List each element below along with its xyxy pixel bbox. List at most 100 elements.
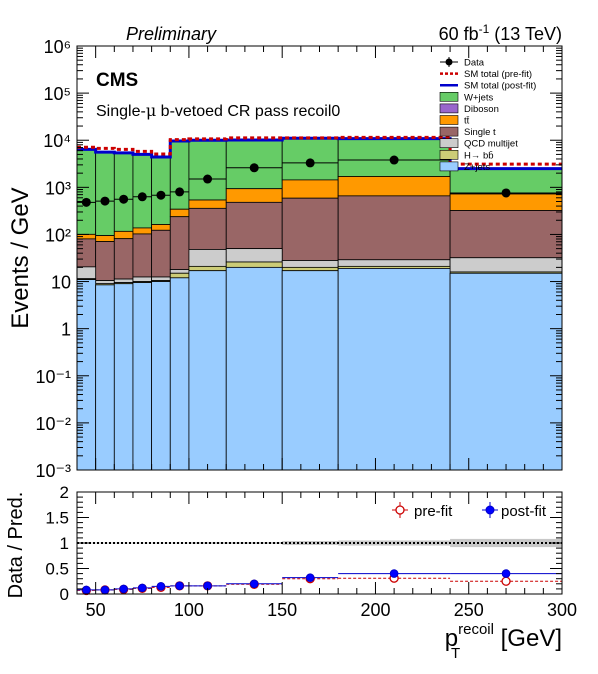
legend-label-diboson: Diboson <box>464 104 499 115</box>
x-tick-label-0: 50 <box>86 600 106 620</box>
ratio-y-tick-label-3: 1.5 <box>45 509 69 528</box>
legend-item-postfit: SM total (post-fit) <box>440 81 536 92</box>
bar-hbb-8 <box>281 266 339 272</box>
legend-label-wjets: W+jets <box>464 92 494 103</box>
ratio-y-tick-label-0: 0 <box>60 585 69 604</box>
header-preliminary: Preliminary <box>126 24 217 44</box>
legend-label-ttbar: tt̄ <box>464 116 470 127</box>
bar-wjets-2 <box>113 152 134 232</box>
main-plot-panel: 10⁻³ 10⁻² 10⁻¹ 1 10 10² 10³ 10⁴ 10⁵ 10⁶ CMS Singl… <box>7 37 563 481</box>
y-axis-label-bottom: Data / Pred. <box>5 492 27 599</box>
bar-zjets-1 <box>95 284 115 471</box>
legend-item-hbb: H→ bb̄ <box>439 150 494 161</box>
legend-swatch-hbb <box>439 150 459 160</box>
bar-singlet-2 <box>113 238 134 280</box>
data-point-3 <box>137 192 147 202</box>
x-axis-label: precoil [GeV] <box>445 621 562 652</box>
bar-zjets-6 <box>188 270 227 471</box>
bar-ttbar-4 <box>151 224 171 231</box>
ratio-plot-frame <box>76 491 563 595</box>
y-tick-label-1: 10⁻² <box>35 414 71 434</box>
data-point-1 <box>100 196 110 206</box>
bar-singlet-7 <box>225 201 283 250</box>
bar-singlet-8 <box>281 197 339 261</box>
legend-data-marker-icon <box>445 58 453 66</box>
bar-qcd-10 <box>449 257 563 273</box>
x-tick-label-5: 300 <box>547 600 577 620</box>
ratio-prefit-point-10 <box>501 576 511 586</box>
bar-qcd-7 <box>225 248 283 263</box>
data-point-4 <box>156 190 166 200</box>
data-point-5 <box>175 187 185 197</box>
bar-qcd-2 <box>113 278 134 284</box>
data-points <box>77 155 562 207</box>
legend-item-zjets: Z+jets <box>439 161 490 173</box>
legend-label-hbb: H→ bb̄ <box>464 150 494 161</box>
postfit-marker-icon <box>485 505 495 515</box>
bar-qcd-8 <box>281 260 339 268</box>
bar-singlet-10 <box>449 210 563 259</box>
bar-ttbar-1 <box>95 235 115 242</box>
total-lines <box>77 135 562 171</box>
stacked-histogram <box>76 137 563 471</box>
legend-item-wjets: W+jets <box>439 92 494 103</box>
ratio-postfit-point-1 <box>100 585 110 595</box>
bar-singlet-1 <box>95 241 115 281</box>
legend-item-ttbar: tt̄ <box>439 115 470 127</box>
ratio-y-tick-label-4: 2 <box>60 483 69 502</box>
legend-item-singlet: Single t <box>439 126 496 138</box>
bar-ttbar-3 <box>132 227 153 235</box>
ratio-postfit-point-3 <box>137 583 147 593</box>
legend-item-prefit: SM total (pre-fit) <box>440 69 532 80</box>
bar-zjets-8 <box>281 270 339 471</box>
legend-label-zjets: Z+jets <box>464 162 490 173</box>
legend-item-data: Data <box>440 57 485 69</box>
x-axis-label-subscript: T <box>451 645 460 662</box>
y-axis-label-top: Events / GeV <box>7 187 34 328</box>
legend-swatch-ttbar <box>439 115 459 125</box>
bar-hbb-7 <box>225 261 283 268</box>
line-postfit-total <box>77 136 562 171</box>
bar-qcd-1 <box>95 280 115 285</box>
ratio-band-1 <box>95 542 115 544</box>
bar-singlet-4 <box>151 229 171 278</box>
x-tick-label-1: 100 <box>174 600 204 620</box>
bar-ttbar-8 <box>281 179 339 199</box>
x-tick-label-3: 200 <box>360 600 390 620</box>
legend-label-singlet: Single t <box>464 127 496 138</box>
data-point-7 <box>249 163 259 173</box>
bar-ttbar-2 <box>113 230 134 240</box>
ratio-postfit-point-9 <box>389 569 399 578</box>
y-tick-label-3: 1 <box>61 320 71 340</box>
ratio-postfit-point-8 <box>305 573 315 582</box>
legend-label-prefit: SM total (pre-fit) <box>464 69 532 80</box>
region-label: Single-μ b-vetoed CR pass recoil0 <box>96 101 340 120</box>
ratio-postfit-point-7 <box>249 579 259 589</box>
header-lumi: 60 fb-1 (13 TeV) <box>439 22 562 44</box>
legend-label-qcd: QCD multijet <box>464 139 518 150</box>
legend-label-data: Data <box>464 58 485 69</box>
bar-qcd-6 <box>188 249 227 267</box>
data-point-8 <box>305 158 315 168</box>
y-tick-label-7: 10⁴ <box>43 131 71 151</box>
bar-ttbar-6 <box>188 199 227 209</box>
data-point-9 <box>389 155 399 165</box>
y-tick-label-5: 10² <box>45 225 71 245</box>
legend-swatch-diboson <box>439 103 459 114</box>
x-tick-label-4: 250 <box>454 600 484 620</box>
bar-ttbar-5 <box>169 208 190 218</box>
data-point-6 <box>203 174 213 184</box>
bar-ttbar-7 <box>225 188 283 203</box>
bar-qcd-9 <box>337 259 451 267</box>
bar-qcd-4 <box>151 276 171 281</box>
bar-wjets-5 <box>169 140 190 210</box>
bar-wjets-6 <box>188 139 227 201</box>
ratio-legend-prefit: pre-fit <box>392 502 453 520</box>
line-prefit-total <box>77 135 562 166</box>
y-tick-label-8: 10⁵ <box>44 84 71 104</box>
data-point-10 <box>501 188 511 198</box>
bar-zjets-2 <box>113 283 134 471</box>
bar-hbb-5 <box>169 272 190 279</box>
